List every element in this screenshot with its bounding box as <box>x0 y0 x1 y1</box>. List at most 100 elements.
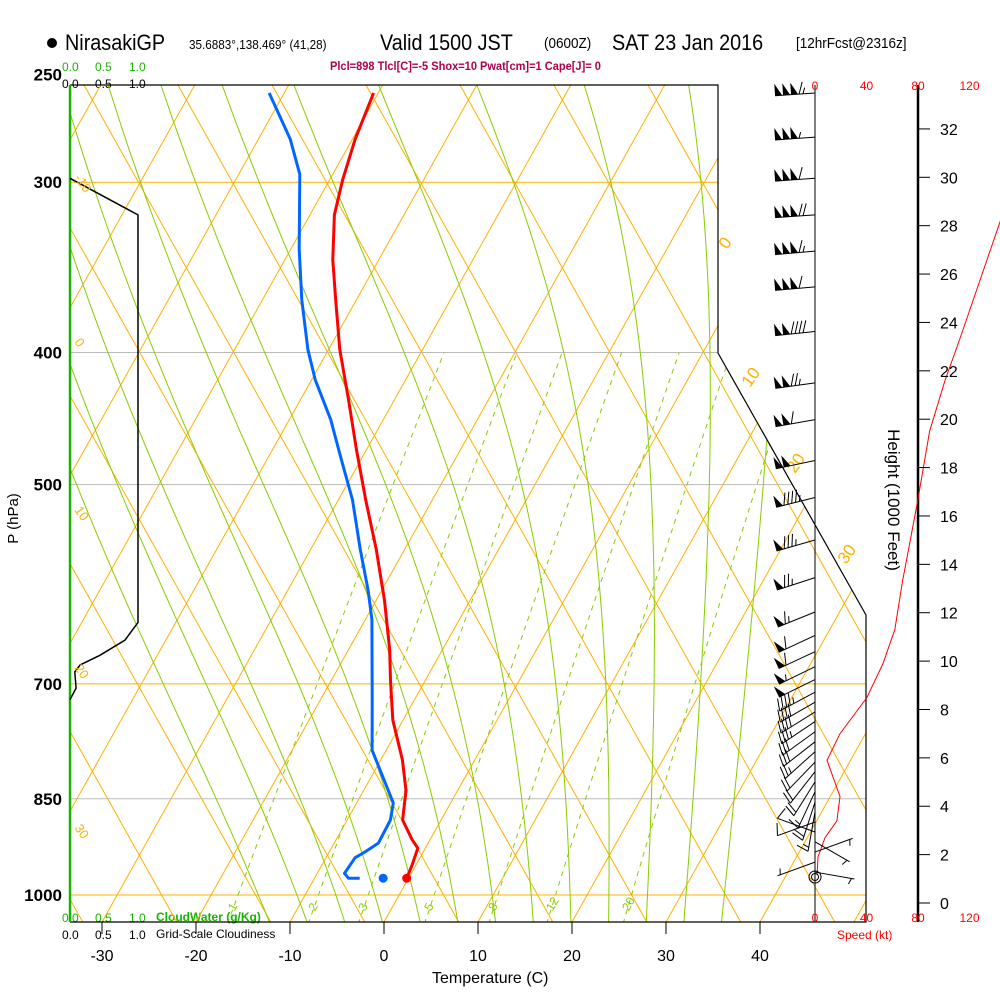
wind-barb <box>773 679 816 698</box>
adiabat-label: 30 <box>834 541 860 567</box>
height-tick-label: 14 <box>940 557 958 574</box>
station-dot-icon <box>47 38 57 48</box>
wind-barb <box>774 126 816 141</box>
height-tick-label: 10 <box>940 654 958 671</box>
height-tick-label: 4 <box>940 799 949 816</box>
barb-feather <box>798 320 803 334</box>
cloudiness-tick-bottom: 0.0 <box>62 928 79 942</box>
wind-barb <box>788 791 816 829</box>
wind-barb <box>773 320 816 337</box>
barb-pennant <box>774 83 783 96</box>
cloudwater-label: CloudWater (g/Kg) <box>156 910 261 924</box>
height-tick-label: 20 <box>940 412 958 429</box>
barb-pennant <box>774 278 783 291</box>
barb-feather <box>785 805 795 817</box>
wind-barb <box>773 411 816 428</box>
moist-adiabat-line <box>580 85 655 922</box>
forecast-info: [12hrFcst@2316z] <box>796 35 907 52</box>
cloudiness-tick-top: 0.0 <box>62 77 79 91</box>
surface-dewpoint-dot <box>378 873 388 883</box>
plot-frame <box>68 84 920 923</box>
barb-feather <box>778 743 784 756</box>
barb-feather <box>787 714 792 727</box>
mixing-ratio-label: 12 <box>543 894 562 913</box>
profiles <box>69 92 1000 883</box>
barb-feather <box>796 844 809 852</box>
barb-pennant <box>774 205 783 218</box>
station-name: NirasakiGP <box>65 30 166 55</box>
barb-feather <box>783 776 791 789</box>
wind-barb <box>782 771 816 804</box>
cloudiness-tick-bottom: 0.5 <box>95 928 112 942</box>
mixing-ratio-line <box>546 352 732 922</box>
wind-barb <box>796 811 816 852</box>
barb-feather <box>798 240 803 253</box>
wind-barb <box>780 761 816 792</box>
wind-barb <box>774 167 816 182</box>
mixing-ratio-label: 2 <box>305 900 321 913</box>
barb-feather <box>777 611 816 628</box>
height-tick-label: 8 <box>940 702 949 719</box>
moist-adiabat-line <box>70 85 346 922</box>
station-coords: 35.6883°,138.469° (41,28) <box>189 37 327 52</box>
barb-feather <box>780 707 785 721</box>
speed-tick-label-top: 40 <box>860 79 874 93</box>
barb-feather <box>783 536 786 549</box>
barb-feather <box>779 766 786 779</box>
height-tick-label: 24 <box>940 315 958 332</box>
speed-tick-label-top: 80 <box>911 79 925 93</box>
cloudwater-tick-top: 0.0 <box>62 60 79 74</box>
adiabat-label: 20 <box>72 661 93 681</box>
wind-barb <box>814 841 850 865</box>
height-tick-label: 2 <box>940 848 949 865</box>
barb-feather <box>780 779 788 792</box>
barb-feather <box>789 730 793 738</box>
mixing-ratio-line <box>307 352 518 922</box>
wind-barb <box>777 721 816 745</box>
barb-feather <box>784 694 788 708</box>
isotherm-line <box>477 85 866 922</box>
barb-pennant <box>773 578 784 590</box>
dry-adiabat-line <box>70 85 178 922</box>
barb-feather <box>784 738 790 751</box>
moist-adiabat-line <box>289 85 534 922</box>
plot-border <box>70 84 867 923</box>
barb-feather <box>784 716 789 730</box>
barb-feather <box>785 789 794 801</box>
dry-adiabat-line <box>70 85 460 922</box>
barb-pennant <box>790 241 799 254</box>
mixing-ratio-label: 1 <box>225 900 241 913</box>
barb-feather <box>798 167 803 180</box>
wind-barb <box>777 711 816 734</box>
barb-feather <box>784 652 787 666</box>
barb-feather <box>787 802 797 813</box>
barb-feather <box>785 749 791 762</box>
valid-date: SAT 23 Jan 2016 <box>612 30 764 55</box>
barb-pennant <box>790 82 799 95</box>
grid-lines <box>70 85 866 922</box>
barb-feather <box>802 843 809 848</box>
barb-feather <box>794 819 801 825</box>
wind-barbs <box>773 81 855 885</box>
pressure-tick-label: 250 <box>34 65 62 84</box>
barb-feather <box>798 378 801 386</box>
wind-speed-line <box>816 220 1000 875</box>
barb-pennant <box>790 126 799 139</box>
moist-adiabat-line <box>70 85 309 922</box>
barb-feather <box>778 634 816 653</box>
dry-adiabat-line <box>633 85 866 922</box>
mixing-ratio-label: 20 <box>619 894 638 913</box>
barb-pennant <box>773 457 783 469</box>
barb-feather <box>777 861 816 877</box>
barb-feather <box>802 320 807 333</box>
adiabat-label: 10 <box>738 364 764 390</box>
valid-time: Valid 1500 JST <box>380 30 513 55</box>
barb-feather <box>782 763 789 776</box>
wind-barb <box>778 731 816 756</box>
barb-feather <box>794 373 798 386</box>
mixing-ratio-line <box>424 352 623 922</box>
barb-pennant <box>774 169 783 182</box>
height-tick-label: 16 <box>940 509 958 526</box>
cloudiness-line <box>69 177 139 701</box>
barb-feather <box>798 132 802 139</box>
